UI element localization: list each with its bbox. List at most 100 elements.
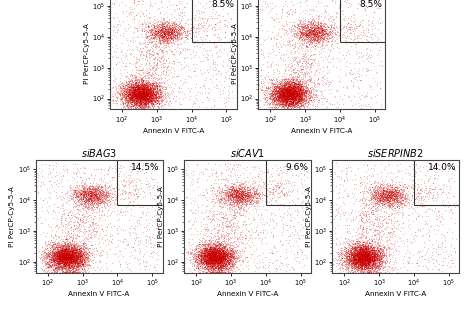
Point: [82, 257, 89, 262]
Point: [210, 33, 218, 38]
Point: [297, 96, 305, 101]
Point: [318, 37, 326, 42]
Point: [139, 91, 146, 96]
Point: [137, 93, 144, 98]
Point: [290, 87, 298, 92]
Point: [158, 23, 166, 28]
Point: [74, 268, 82, 273]
Point: [288, 92, 295, 97]
Point: [209, 265, 216, 270]
Point: [286, 95, 293, 100]
Point: [170, 52, 177, 57]
Point: [359, 253, 367, 258]
Point: [215, 259, 222, 264]
Point: [221, 264, 229, 269]
Point: [165, 102, 173, 107]
Point: [58, 240, 66, 245]
Point: [431, 184, 438, 190]
Point: [128, 94, 136, 100]
Point: [316, 40, 324, 45]
Point: [58, 250, 65, 256]
Point: [369, 251, 376, 256]
Point: [280, 4, 287, 9]
Point: [302, 82, 310, 87]
Point: [75, 190, 82, 195]
Point: [60, 254, 67, 259]
Point: [135, 92, 143, 97]
Point: [163, 37, 170, 42]
Point: [38, 255, 46, 260]
Point: [143, 101, 151, 106]
Point: [145, 98, 153, 103]
Point: [151, 92, 158, 97]
Point: [358, 256, 366, 262]
Point: [247, 185, 255, 190]
Point: [163, 29, 171, 34]
Point: [283, 92, 291, 97]
Point: [61, 250, 69, 255]
Point: [243, 189, 250, 194]
Point: [136, 86, 143, 91]
Point: [283, 48, 291, 53]
Point: [125, 87, 132, 93]
Point: [211, 252, 219, 257]
Point: [202, 262, 210, 267]
Point: [362, 245, 370, 250]
Point: [151, 91, 159, 96]
Point: [176, 20, 184, 25]
Point: [356, 249, 364, 254]
Point: [368, 259, 375, 264]
Point: [132, 98, 140, 103]
Point: [147, 93, 155, 98]
Point: [63, 245, 70, 250]
Point: [367, 252, 374, 257]
Point: [88, 197, 96, 203]
Point: [310, 31, 318, 36]
Point: [217, 258, 224, 263]
Point: [224, 262, 231, 267]
Point: [133, 88, 140, 93]
Point: [66, 254, 73, 259]
Point: [169, 28, 177, 33]
Point: [210, 245, 218, 250]
Point: [228, 248, 236, 253]
Point: [222, 183, 229, 188]
Point: [224, 257, 232, 262]
Point: [396, 190, 404, 195]
Point: [276, 81, 284, 86]
Point: [229, 198, 237, 204]
Point: [401, 202, 408, 207]
Point: [273, 187, 280, 192]
Point: [158, 38, 166, 43]
Point: [166, 26, 174, 31]
Point: [285, 87, 292, 92]
Point: [252, 229, 260, 234]
Point: [142, 81, 149, 86]
Point: [45, 262, 53, 268]
Point: [86, 251, 94, 256]
Point: [226, 65, 234, 70]
Point: [203, 258, 211, 263]
Point: [94, 198, 101, 203]
Point: [60, 240, 68, 245]
Point: [122, 95, 130, 100]
Point: [295, 99, 303, 104]
Point: [132, 91, 140, 96]
Point: [371, 261, 379, 266]
Point: [198, 250, 206, 255]
Point: [133, 94, 140, 100]
Point: [90, 200, 98, 205]
Point: [60, 255, 67, 260]
Point: [167, 31, 175, 36]
Point: [69, 169, 76, 174]
Point: [69, 255, 76, 260]
Point: [181, 94, 189, 100]
Point: [177, 25, 185, 30]
Point: [45, 162, 53, 167]
Point: [178, 18, 185, 23]
Point: [152, 91, 159, 96]
Point: [149, 101, 157, 107]
Point: [275, 195, 283, 200]
Point: [356, 252, 364, 257]
Point: [229, 199, 237, 204]
